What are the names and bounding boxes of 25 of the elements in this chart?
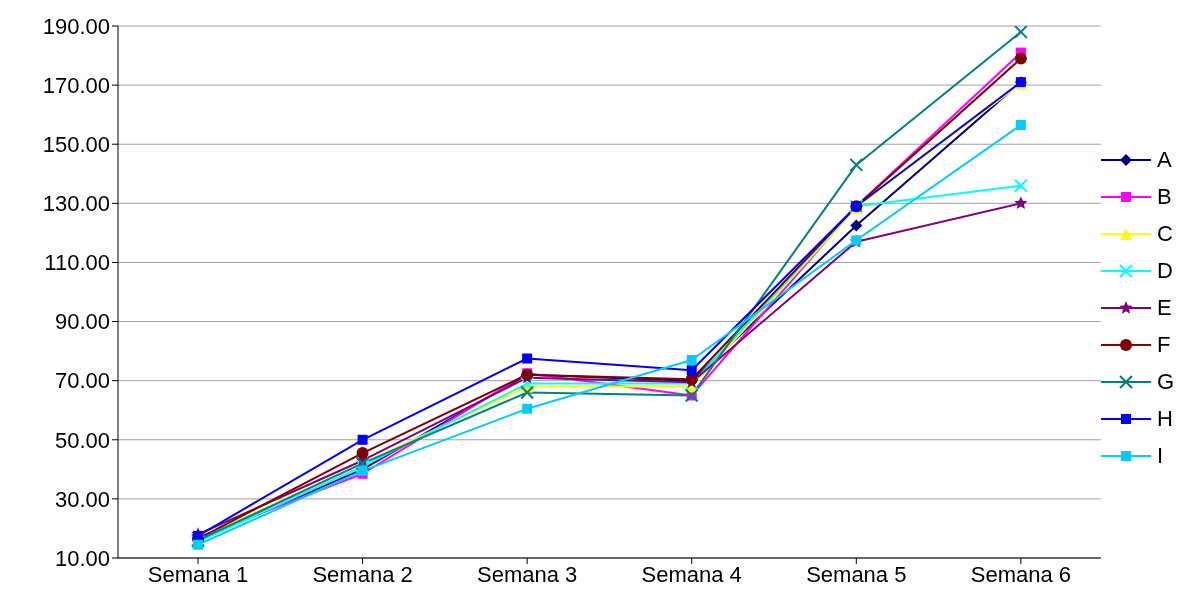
y-tick-label: 10.00 <box>54 545 110 571</box>
legend-label: C <box>1156 221 1173 247</box>
legend-label: E <box>1156 295 1172 321</box>
y-tick-label: 190.00 <box>42 13 110 39</box>
x-tick-label: Semana 6 <box>970 561 1072 587</box>
x-tick-label: Semana 5 <box>806 561 907 587</box>
y-tick-label: 90.00 <box>54 309 110 335</box>
legend-label: G <box>1156 369 1174 395</box>
legend-label: I <box>1156 443 1163 469</box>
x-tick-label: Semana 1 <box>147 561 249 587</box>
legend-label: A <box>1156 147 1172 173</box>
x-tick-label: Semana 3 <box>477 561 578 587</box>
y-tick-label: 110.00 <box>44 250 110 276</box>
legend-label: H <box>1156 406 1173 432</box>
y-tick-label: 70.00 <box>54 368 110 394</box>
legend-label: B <box>1156 184 1172 210</box>
legend-label: F <box>1156 332 1171 358</box>
y-tick-label: 50.00 <box>54 427 110 453</box>
legend-label: D <box>1156 258 1173 284</box>
x-tick-label: Semana 4 <box>641 561 742 587</box>
y-tick-label: 150.00 <box>42 132 110 158</box>
y-tick-label: 170.00 <box>42 72 110 98</box>
x-tick-label: Semana 2 <box>312 561 413 587</box>
y-tick-label: 30.00 <box>54 486 110 512</box>
y-tick-label: 130.00 <box>42 191 110 217</box>
